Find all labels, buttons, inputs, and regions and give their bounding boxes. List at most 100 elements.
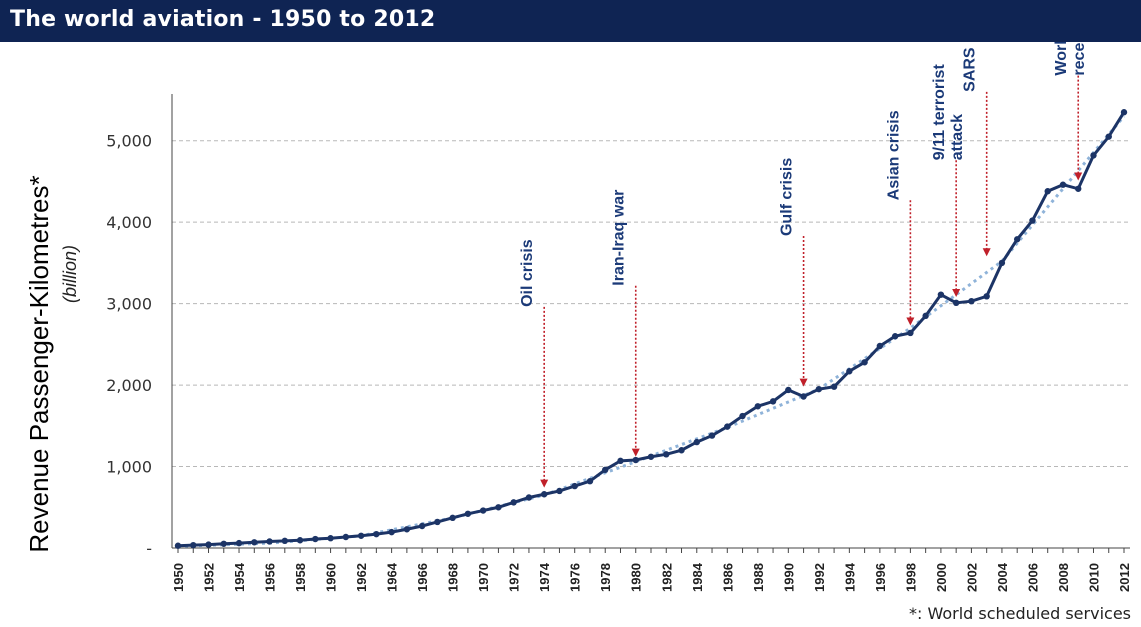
trend-line <box>177 115 1126 548</box>
x-tick-label: 1980 <box>629 563 644 592</box>
event-arrow-head <box>906 317 915 326</box>
rpk-point <box>205 541 212 548</box>
rpk-point <box>647 453 655 460</box>
rpk-point <box>830 383 838 390</box>
rpk-point <box>586 478 594 485</box>
rpk-point <box>510 499 517 506</box>
rpk-point <box>708 432 716 439</box>
x-tick-label: 2000 <box>934 563 949 592</box>
event-arrow-head <box>952 289 961 298</box>
rpk-point <box>1090 152 1097 159</box>
x-tick-label: 1956 <box>263 563 278 592</box>
rpk-point <box>327 535 334 542</box>
x-tick-label: 1966 <box>415 563 430 592</box>
rpk-point <box>464 510 472 517</box>
x-tick-label: 1952 <box>202 563 217 592</box>
rpk-point <box>907 329 914 337</box>
rpk-point <box>846 368 853 375</box>
x-tick-label: 1976 <box>568 563 583 592</box>
x-tick-label: 1970 <box>476 563 491 592</box>
rpk-point <box>754 403 762 410</box>
rpk-point <box>769 398 777 405</box>
x-tick-label: 1964 <box>385 562 400 592</box>
rpk-point <box>815 385 823 393</box>
rpk-point <box>937 291 945 298</box>
event-label: Gulf crisis <box>779 158 796 236</box>
rpk-point <box>449 514 456 522</box>
y-axis-unit: (billion) <box>60 245 80 303</box>
x-tick-label: 2008 <box>1056 563 1071 592</box>
event-arrow-head <box>799 378 808 387</box>
x-tick-label: 1986 <box>720 563 735 592</box>
rpk-point <box>891 333 899 340</box>
rpk-point <box>235 539 243 547</box>
rpk-point <box>190 541 197 549</box>
x-tick-label: 1992 <box>812 563 827 592</box>
event-arrow-head <box>982 248 991 257</box>
rpk-point <box>266 538 273 545</box>
x-tick-label: 1982 <box>659 563 674 592</box>
x-tick-label: 1988 <box>751 563 766 592</box>
rpk-point <box>785 386 792 394</box>
rpk-point <box>1044 188 1051 195</box>
rpk-point <box>1120 109 1128 116</box>
y-tick-label: 4,000 <box>106 213 152 232</box>
y-tick-label: - <box>146 539 152 558</box>
rpk-point <box>220 540 227 547</box>
rpk-point <box>251 539 258 546</box>
x-tick-label: 2002 <box>964 563 979 592</box>
rpk-point <box>693 438 700 446</box>
y-tick-label: 5,000 <box>106 132 152 151</box>
rpk-point <box>357 532 365 539</box>
x-tick-label: 1978 <box>598 563 613 592</box>
rpk-point <box>373 530 380 538</box>
x-tick-label: 2012 <box>1117 563 1132 592</box>
title-bar: The world aviation - 1950 to 2012 <box>0 0 1141 42</box>
x-tick-label: 1998 <box>903 563 918 592</box>
rpk-point <box>342 533 350 541</box>
rpk-point <box>540 491 548 498</box>
rpk-point <box>495 504 502 511</box>
rpk-point <box>525 494 533 501</box>
event-label: Iran-Iraq war <box>611 190 628 286</box>
x-tick-label: 1958 <box>293 563 308 592</box>
chart-area: - 1,000 2,000 3,000 4,000 5,000 1950 1952 1954 19… <box>24 42 1132 592</box>
rpk-point <box>724 423 731 430</box>
rpk-point <box>952 299 960 307</box>
rpk-point <box>1059 181 1067 188</box>
x-tick-label: 1950 <box>171 563 186 592</box>
x-tick-label: 1962 <box>354 563 369 592</box>
y-tick-label: 1,000 <box>106 458 152 477</box>
rpk-point <box>296 537 304 544</box>
rpk-point <box>861 359 868 366</box>
event-label: SARS <box>962 47 979 92</box>
x-tick-label: 1984 <box>690 562 705 592</box>
x-tick-label: 2006 <box>1025 563 1040 592</box>
event-arrow-head <box>631 448 640 457</box>
x-tick-label: 1960 <box>324 563 339 592</box>
rpk-point <box>403 526 411 533</box>
y-tick-label: 3,000 <box>106 295 152 314</box>
rpk-point <box>281 537 289 545</box>
event-label: 9/11 terrorist <box>931 64 948 161</box>
rpk-point <box>602 466 609 474</box>
rpk-point <box>312 535 319 543</box>
rpk-point <box>388 528 395 536</box>
footnote: *: World scheduled services <box>908 604 1131 623</box>
y-axis-title: Revenue Passenger-Kilometres* <box>24 175 54 552</box>
rpk-point <box>1075 185 1082 192</box>
event-label: World <box>1053 42 1070 76</box>
chart-title: The world aviation - 1950 to 2012 <box>10 7 436 32</box>
rpk-point <box>617 457 624 465</box>
y-tick-label: 2,000 <box>106 376 152 395</box>
rpk-point <box>663 451 670 458</box>
rpk-line <box>177 111 1126 548</box>
x-tick-label: 1996 <box>873 563 888 592</box>
rpk-point <box>739 412 746 420</box>
rpk-point <box>174 542 182 549</box>
x-tick-label: 2010 <box>1086 563 1101 592</box>
rpk-point <box>922 312 929 320</box>
rpk-point <box>678 447 685 454</box>
rpk-point <box>479 507 487 514</box>
rpk-point <box>632 456 639 464</box>
